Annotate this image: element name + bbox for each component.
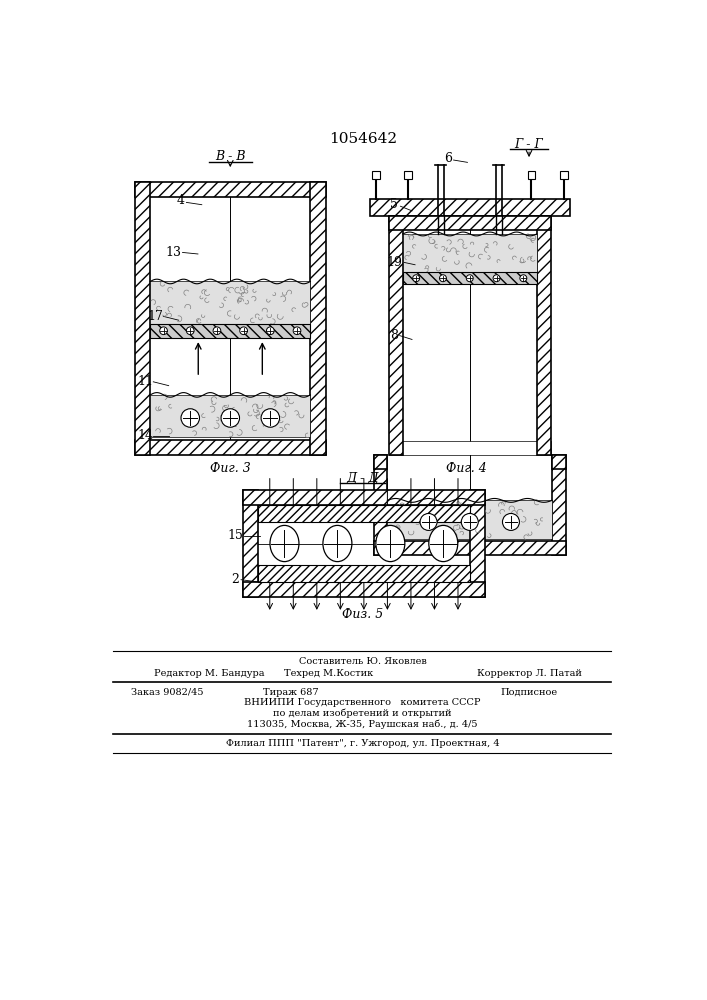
Circle shape: [413, 275, 420, 282]
Bar: [389, 216, 551, 230]
Text: 113035, Москва, Ж-35, Раушская наб., д. 4/5: 113035, Москва, Ж-35, Раушская наб., д. …: [247, 720, 478, 729]
Bar: [135, 182, 150, 455]
Text: ВНИИПИ Государственного   комитета СССР: ВНИИПИ Государственного комитета СССР: [245, 698, 481, 707]
Circle shape: [420, 513, 437, 530]
Bar: [373, 455, 387, 555]
Bar: [387, 500, 552, 539]
Text: Г - Г: Г - Г: [515, 138, 544, 151]
Circle shape: [440, 275, 446, 282]
Text: В - В: В - В: [215, 150, 245, 163]
Bar: [243, 582, 485, 597]
Text: 2: 2: [231, 573, 239, 586]
Circle shape: [181, 409, 199, 427]
Circle shape: [240, 327, 247, 335]
Text: 19: 19: [386, 256, 402, 269]
Text: 13: 13: [165, 246, 181, 259]
Text: Редактор М. Бандура: Редактор М. Бандура: [154, 669, 264, 678]
Text: 11: 11: [138, 375, 153, 388]
Bar: [150, 281, 310, 324]
Bar: [150, 324, 310, 338]
Bar: [243, 490, 485, 505]
Circle shape: [213, 327, 221, 335]
Circle shape: [267, 327, 274, 335]
Bar: [389, 216, 403, 455]
Text: Фиг. 3: Фиг. 3: [210, 462, 251, 475]
Bar: [243, 490, 258, 597]
Ellipse shape: [376, 525, 405, 562]
Bar: [150, 395, 310, 437]
Bar: [404, 171, 412, 179]
Bar: [135, 440, 326, 455]
Text: 8: 8: [390, 329, 398, 342]
Bar: [370, 199, 570, 216]
Text: Филиал ППП "Патент", г. Ужгород, ул. Проектная, 4: Филиал ППП "Патент", г. Ужгород, ул. Про…: [226, 739, 500, 748]
Circle shape: [493, 275, 500, 282]
Circle shape: [187, 327, 194, 335]
Text: Подписное: Подписное: [501, 688, 558, 697]
Ellipse shape: [323, 525, 352, 562]
Bar: [537, 216, 551, 455]
Text: 17: 17: [148, 310, 163, 323]
Bar: [469, 490, 485, 597]
Ellipse shape: [270, 525, 299, 562]
Text: Заказ 9082/45: Заказ 9082/45: [131, 688, 204, 697]
Bar: [310, 182, 326, 455]
Text: Д - Д: Д - Д: [346, 472, 379, 485]
Bar: [258, 565, 469, 582]
Text: 5: 5: [390, 198, 398, 211]
Text: Физ. 5: Физ. 5: [342, 608, 383, 621]
Ellipse shape: [428, 525, 457, 562]
Circle shape: [293, 327, 301, 335]
Bar: [135, 182, 326, 197]
Bar: [372, 171, 380, 179]
Text: 1054642: 1054642: [329, 132, 397, 146]
Circle shape: [520, 275, 527, 282]
Bar: [552, 455, 566, 469]
Text: Корректор Л. Патай: Корректор Л. Патай: [477, 669, 581, 678]
Circle shape: [261, 409, 279, 427]
Text: Фиг. 4: Фиг. 4: [445, 462, 486, 475]
Text: 14: 14: [138, 429, 153, 442]
Text: Составитель Ю. Яковлев: Составитель Ю. Яковлев: [299, 657, 426, 666]
Text: по делам изобретений и открытий: по делам изобретений и открытий: [274, 709, 452, 718]
Bar: [373, 541, 566, 555]
Bar: [560, 171, 568, 179]
Bar: [552, 455, 566, 555]
Bar: [527, 171, 535, 179]
Text: Тираж 687: Тираж 687: [262, 688, 318, 697]
Bar: [258, 505, 469, 522]
Bar: [389, 441, 551, 455]
Text: 4: 4: [177, 194, 185, 207]
Circle shape: [461, 513, 478, 530]
Bar: [403, 272, 537, 284]
Text: 6: 6: [444, 152, 452, 165]
Circle shape: [467, 275, 473, 282]
Circle shape: [160, 327, 168, 335]
Circle shape: [503, 513, 520, 530]
Circle shape: [221, 409, 240, 427]
Text: Техред М.Костик: Техред М.Костик: [284, 669, 373, 678]
Bar: [403, 234, 537, 272]
Text: 15: 15: [227, 529, 243, 542]
Bar: [373, 455, 387, 469]
